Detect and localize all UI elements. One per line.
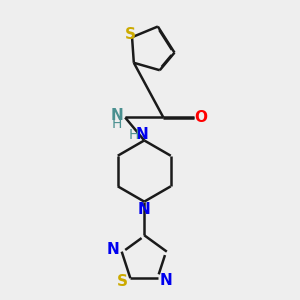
- Text: N: N: [138, 202, 151, 217]
- Text: H: H: [112, 117, 122, 131]
- Text: N: N: [160, 273, 172, 288]
- Text: N: N: [136, 127, 149, 142]
- Text: O: O: [194, 110, 207, 125]
- Text: S: S: [124, 27, 136, 42]
- Text: N: N: [107, 242, 120, 257]
- Text: N: N: [110, 108, 123, 123]
- Text: S: S: [117, 274, 128, 290]
- Text: H: H: [128, 128, 139, 142]
